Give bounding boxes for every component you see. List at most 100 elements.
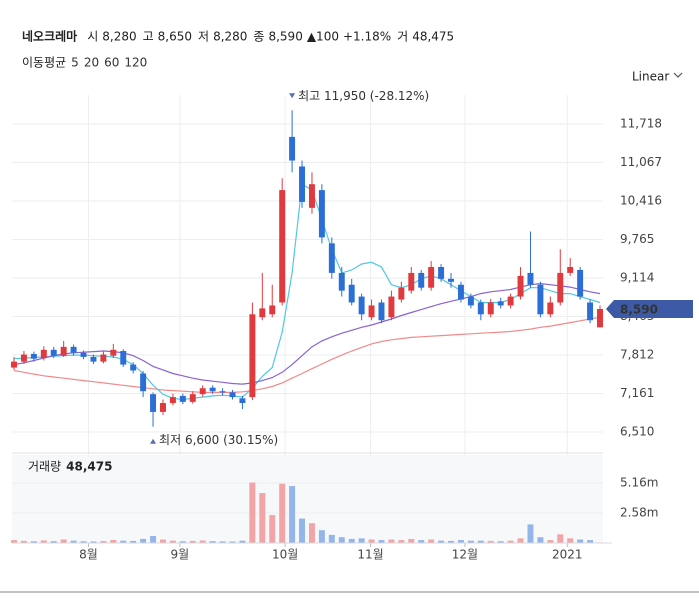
volume-bar xyxy=(497,541,504,543)
volume-bar xyxy=(130,540,137,543)
volume-bar xyxy=(487,540,494,543)
candle-body xyxy=(90,356,97,362)
volume-bg xyxy=(12,455,603,543)
volume-bar xyxy=(457,540,464,543)
annotation-label: 최고 11,950 (-28.12%) xyxy=(298,89,429,103)
annotation-label: 최저 6,600 (30.15%) xyxy=(159,433,278,447)
candle-body xyxy=(487,302,494,315)
candle-body xyxy=(448,278,454,282)
candle-body xyxy=(567,266,574,273)
candle-body xyxy=(70,346,77,353)
candle-body xyxy=(30,353,37,359)
header-volume-label: 거 xyxy=(397,30,408,44)
candle-body xyxy=(477,302,484,315)
candle-body xyxy=(428,266,435,288)
volume-bar xyxy=(80,541,87,543)
volume-bar xyxy=(338,537,345,543)
candle-body xyxy=(259,308,266,318)
candle-body xyxy=(179,395,186,402)
candle-body xyxy=(150,394,157,412)
volume-bar xyxy=(160,539,166,543)
annotation-marker xyxy=(289,93,296,99)
volume-bar xyxy=(328,534,335,543)
grid: 6,5107,1617,8128,4639,1149,76510,41611,0… xyxy=(12,95,662,562)
candle-body xyxy=(537,284,544,315)
volume-bar xyxy=(398,540,405,543)
candle-body xyxy=(368,305,375,318)
price-tag-label: 8,590 xyxy=(620,302,658,316)
candle-body xyxy=(130,364,137,371)
candle-body xyxy=(547,302,554,315)
volume-bar xyxy=(358,538,365,543)
candle-body xyxy=(299,166,306,202)
ma-line xyxy=(13,316,601,393)
candle-body xyxy=(388,296,395,318)
candle-body xyxy=(199,388,206,395)
volume-bar xyxy=(408,538,415,543)
candle-body xyxy=(348,284,355,303)
candle-body xyxy=(209,387,216,392)
candle-body xyxy=(219,391,226,393)
candle-body xyxy=(507,296,514,306)
y-tick-label: 9,765 xyxy=(620,232,654,246)
scale-button[interactable] xyxy=(618,63,698,91)
volume-bar xyxy=(289,486,296,543)
x-tick-label: 11월 xyxy=(357,548,383,562)
candle-body xyxy=(597,308,603,328)
candle-body xyxy=(11,361,17,368)
candles xyxy=(11,110,603,427)
candle-body xyxy=(587,302,594,321)
candle-body xyxy=(140,373,147,392)
candle-body xyxy=(80,352,87,357)
volume-bar xyxy=(527,524,534,543)
candle-body xyxy=(229,392,236,398)
ma-legend-item: 120 xyxy=(124,56,147,70)
candle-body xyxy=(378,302,385,321)
candle-body xyxy=(418,272,425,288)
header-open: 8,280 xyxy=(102,30,136,44)
candle-body xyxy=(408,272,415,291)
volume-bar xyxy=(388,539,395,543)
volume-bar xyxy=(259,493,266,543)
candle-body xyxy=(239,398,246,404)
candle-body xyxy=(100,354,107,362)
ma-legend: 이동평균 5 20 60 120 xyxy=(22,56,147,70)
candle-body xyxy=(279,190,286,303)
candle-body xyxy=(577,269,584,297)
candle-body xyxy=(160,403,166,412)
volume-bar xyxy=(428,539,435,543)
volume-bar xyxy=(140,538,147,543)
volume-bar xyxy=(308,523,315,543)
dropdown-icon xyxy=(673,72,683,78)
volume-bar xyxy=(120,540,127,543)
candle-body xyxy=(189,394,196,402)
volume-bar xyxy=(249,482,256,543)
ma-lines xyxy=(13,183,601,401)
y-tick-label: 7,812 xyxy=(620,348,654,362)
volume-bar xyxy=(150,536,157,543)
ma-legend-item: 5 xyxy=(71,56,79,70)
header-open-label: 시 xyxy=(87,30,98,44)
volume-bar xyxy=(537,537,544,543)
header-close-label: 종 xyxy=(253,30,264,44)
candle-body xyxy=(438,266,445,279)
candle-body xyxy=(169,397,176,404)
scale-button-label[interactable]: Linear xyxy=(632,70,669,84)
candle-body xyxy=(249,314,256,398)
price-tag: 8,590 xyxy=(606,299,693,318)
header-low-label: 저 xyxy=(198,30,209,44)
volume-bar xyxy=(110,539,117,543)
header-volume: 48,475 xyxy=(412,30,454,44)
x-tick-label: 10월 xyxy=(272,548,298,562)
volume-bar xyxy=(50,541,57,543)
volume-bar xyxy=(348,538,355,543)
volume-bar xyxy=(229,541,236,543)
candle-body xyxy=(110,349,117,356)
volume-bar xyxy=(11,540,17,543)
candle-body xyxy=(120,350,127,365)
candle-body xyxy=(398,287,405,300)
x-tick-label: 8월 xyxy=(79,548,98,562)
candle-body xyxy=(60,346,67,356)
x-tick-label: 9월 xyxy=(171,548,190,562)
